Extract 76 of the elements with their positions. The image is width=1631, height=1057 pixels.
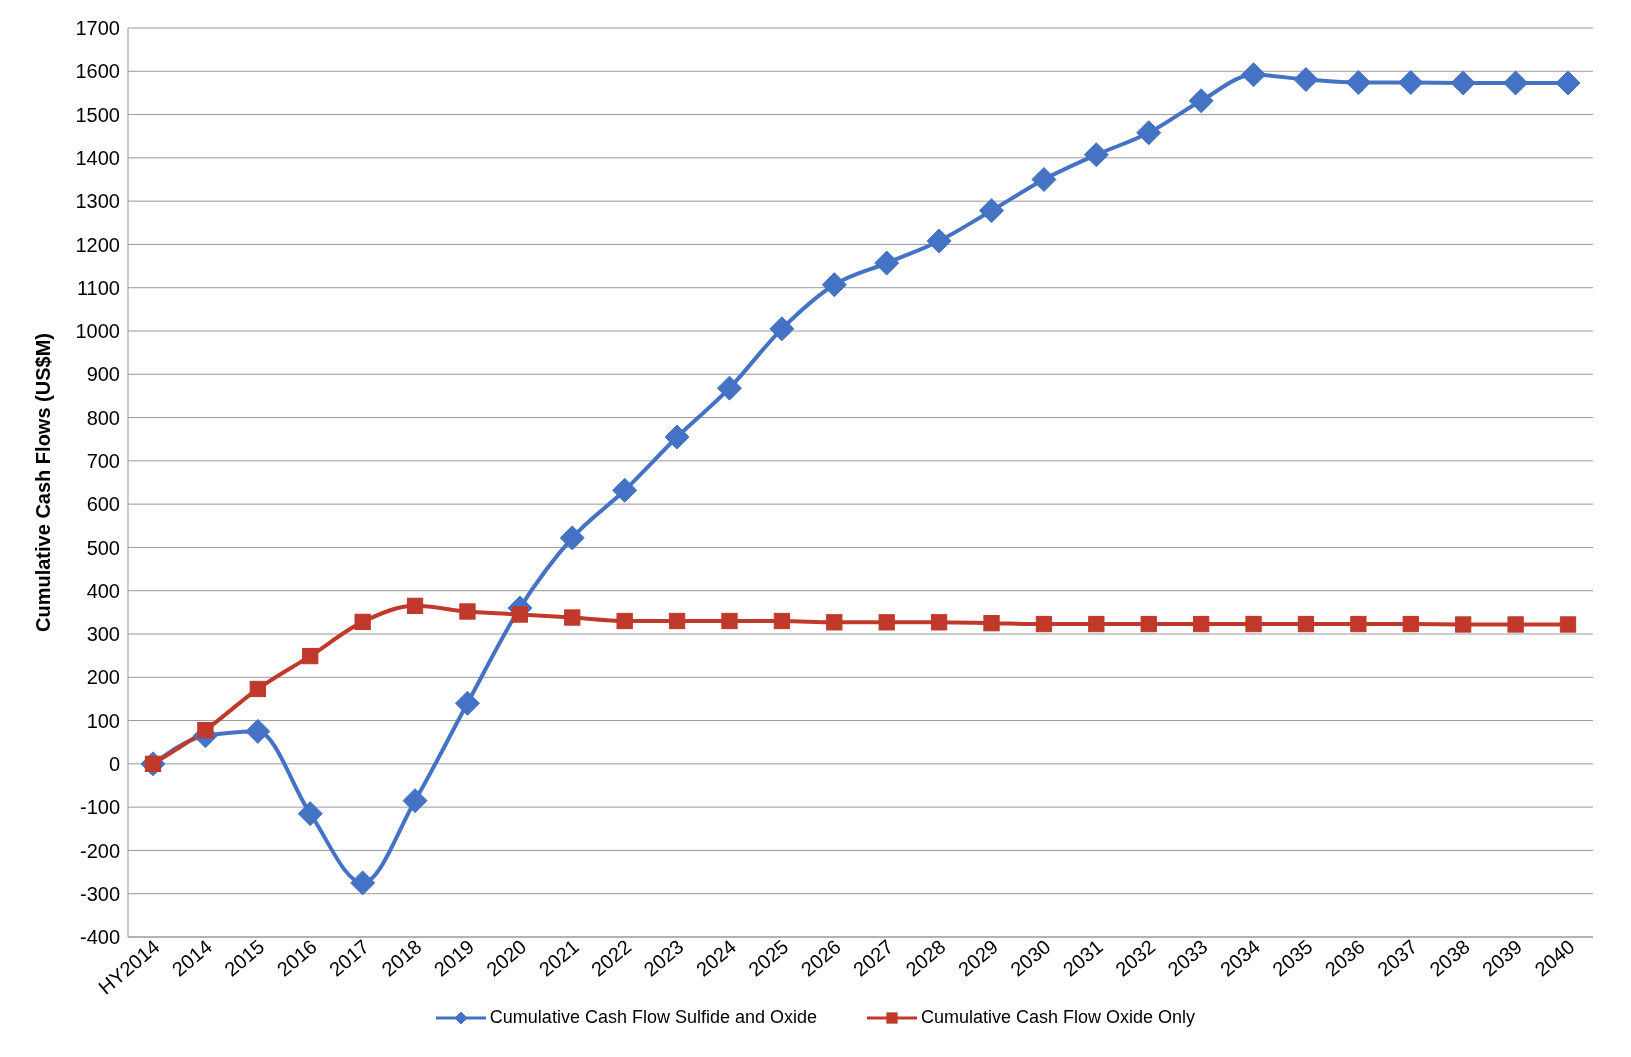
point: [249, 680, 266, 698]
y-tick-label: 600: [86, 493, 120, 516]
point: [930, 614, 948, 631]
point: [1035, 615, 1053, 633]
point: [511, 606, 528, 623]
point: [197, 721, 214, 739]
y-tick-label: 1100: [76, 276, 120, 299]
y-tick-label: 400: [86, 579, 120, 602]
y-tick-label: 300: [86, 623, 120, 646]
y-tick-label: 100: [86, 709, 120, 732]
point: [1402, 615, 1419, 633]
point: [668, 612, 686, 630]
y-tick-label: 900: [86, 363, 120, 386]
point: [878, 614, 895, 631]
point: [350, 870, 376, 896]
y-tick-label: 0: [108, 752, 120, 775]
point: [1088, 615, 1105, 633]
point: [721, 612, 738, 630]
point: [245, 718, 271, 744]
point: [454, 690, 480, 716]
y-tick-label: 1300: [75, 190, 120, 213]
point: [979, 198, 1005, 224]
y-tick-label: 1600: [75, 60, 120, 83]
point: [1031, 167, 1057, 192]
point: [1507, 616, 1524, 633]
y-tick-label: 200: [86, 666, 120, 689]
point: [1083, 142, 1109, 168]
point: [1245, 615, 1262, 633]
y-axis-title: Cumulative Cash Flows (US$M): [32, 333, 55, 632]
y-tick-label: 500: [86, 536, 120, 559]
point: [874, 250, 900, 276]
point: [1193, 615, 1210, 633]
point: [302, 647, 319, 665]
y-tick-label: 1500: [75, 103, 120, 126]
point: [716, 375, 742, 401]
point: [297, 801, 323, 827]
point: [406, 597, 424, 615]
y-tick-label: 700: [86, 449, 120, 472]
point: [1455, 616, 1472, 633]
y-tick-label: 800: [86, 406, 120, 429]
point: [616, 612, 633, 630]
point: [1293, 67, 1319, 93]
point: [612, 477, 638, 503]
point: [1398, 70, 1424, 96]
point: [664, 424, 690, 450]
point: [826, 614, 843, 631]
point: [354, 613, 371, 631]
y-tick-label: -100: [79, 796, 120, 819]
point: [983, 615, 1000, 632]
point: [1241, 62, 1267, 88]
point: [769, 316, 795, 342]
legend-label: Cumulative Cash Flow Sulfide and Oxide: [489, 1007, 818, 1028]
point: [1555, 70, 1581, 96]
point: [1136, 120, 1162, 146]
point: [564, 609, 581, 626]
point: [1450, 70, 1476, 96]
y-tick-label: -300: [79, 882, 120, 905]
y-tick-label: 1000: [75, 320, 120, 343]
point: [773, 612, 791, 630]
point: [1297, 615, 1315, 633]
y-tick-label: 1700: [75, 17, 120, 40]
point: [1345, 70, 1371, 96]
point: [1188, 88, 1214, 114]
point: [1350, 615, 1367, 633]
point: [926, 228, 952, 254]
point: [821, 272, 847, 298]
legend-label: Cumulative Cash Flow Oxide Only: [921, 1007, 1196, 1028]
point: [459, 603, 476, 620]
point: [1503, 70, 1529, 96]
y-tick-label: 1200: [75, 233, 120, 256]
point: [1559, 616, 1577, 633]
y-tick-label: 1400: [75, 146, 120, 169]
point: [1140, 615, 1157, 633]
point: [559, 525, 585, 551]
y-tick-label: -200: [79, 839, 120, 862]
point: [402, 788, 428, 814]
